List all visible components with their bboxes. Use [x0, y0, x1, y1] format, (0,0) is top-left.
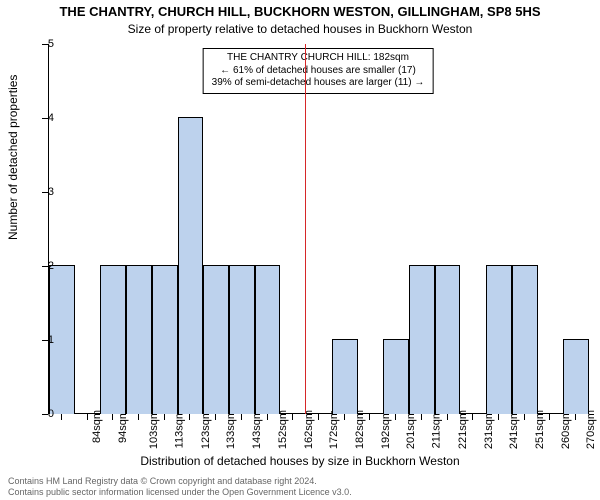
- x-tick-label: 133sqm: [226, 410, 238, 449]
- legend-line-2: ← 61% of detached houses are smaller (17…: [212, 65, 425, 78]
- x-tick-label: 123sqm: [200, 410, 212, 449]
- legend-line-3: 39% of semi-detached houses are larger (…: [212, 77, 425, 90]
- y-tick-label: 2: [48, 260, 54, 272]
- histogram-bar: [203, 265, 229, 414]
- x-tick-label: 221sqm: [457, 410, 469, 449]
- x-tick: [395, 414, 396, 420]
- histogram-bar: [383, 339, 409, 414]
- histogram-bar: [152, 265, 178, 414]
- chart-title-main: THE CHANTRY, CHURCH HILL, BUCKHORN WESTO…: [0, 4, 600, 19]
- x-tick-label: 152sqm: [277, 410, 289, 449]
- chart-title-sub: Size of property relative to detached ho…: [0, 22, 600, 36]
- histogram-bar: [100, 265, 126, 414]
- x-tick: [87, 414, 88, 420]
- y-axis-label: Number of detached properties: [6, 75, 20, 240]
- x-tick-label: 270sqm: [586, 410, 598, 449]
- x-tick-label: 182sqm: [354, 410, 366, 449]
- plot-area: THE CHANTRY CHURCH HILL: 182sqm ← 61% of…: [48, 44, 588, 414]
- x-tick: [61, 414, 62, 420]
- y-tick-label: 0: [48, 408, 54, 420]
- x-tick: [267, 414, 268, 420]
- x-tick: [575, 414, 576, 420]
- histogram-bar: [409, 265, 435, 414]
- histogram-bar: [178, 117, 204, 414]
- x-tick: [421, 414, 422, 420]
- y-tick-label: 5: [48, 38, 54, 50]
- x-tick: [138, 414, 139, 420]
- x-tick: [189, 414, 190, 420]
- y-tick-label: 4: [48, 112, 54, 124]
- x-tick: [292, 414, 293, 420]
- x-tick: [472, 414, 473, 420]
- x-tick: [524, 414, 525, 420]
- reference-line: [305, 44, 306, 414]
- x-tick: [164, 414, 165, 420]
- y-tick-label: 3: [48, 186, 54, 198]
- histogram-bar: [126, 265, 152, 414]
- x-tick-label: 84sqm: [91, 410, 103, 443]
- x-tick: [112, 414, 113, 420]
- x-tick: [318, 414, 319, 420]
- x-tick: [344, 414, 345, 420]
- footer-line-1: Contains HM Land Registry data © Crown c…: [8, 476, 352, 487]
- x-tick: [498, 414, 499, 420]
- x-tick-label: 192sqm: [380, 410, 392, 449]
- x-tick-label: 260sqm: [560, 410, 572, 449]
- legend-line-1: THE CHANTRY CHURCH HILL: 182sqm: [212, 52, 425, 65]
- x-tick-label: 94sqm: [117, 410, 129, 443]
- x-tick: [241, 414, 242, 420]
- histogram-bar: [512, 265, 538, 414]
- x-tick-label: 251sqm: [534, 410, 546, 449]
- x-tick-label: 231sqm: [483, 410, 495, 449]
- x-tick: [215, 414, 216, 420]
- x-tick-label: 103sqm: [148, 410, 160, 449]
- x-tick: [447, 414, 448, 420]
- x-tick-label: 172sqm: [328, 410, 340, 449]
- x-axis-label: Distribution of detached houses by size …: [0, 454, 600, 468]
- x-tick: [369, 414, 370, 420]
- x-tick-label: 211sqm: [430, 410, 442, 448]
- chart-container: THE CHANTRY, CHURCH HILL, BUCKHORN WESTO…: [0, 0, 600, 500]
- histogram-bar: [486, 265, 512, 414]
- histogram-bar: [229, 265, 255, 414]
- footer-attribution: Contains HM Land Registry data © Crown c…: [8, 476, 352, 499]
- x-tick-label: 143sqm: [251, 410, 263, 449]
- x-tick: [549, 414, 550, 420]
- footer-line-2: Contains public sector information licen…: [8, 487, 352, 498]
- x-tick-label: 113sqm: [173, 410, 185, 448]
- legend-box: THE CHANTRY CHURCH HILL: 182sqm ← 61% of…: [203, 48, 434, 94]
- histogram-bar: [435, 265, 461, 414]
- histogram-bar: [332, 339, 358, 414]
- x-tick-label: 162sqm: [303, 410, 315, 449]
- x-tick-label: 201sqm: [406, 410, 418, 449]
- histogram-bar: [563, 339, 589, 414]
- x-tick-label: 241sqm: [508, 410, 520, 449]
- y-tick-label: 1: [48, 334, 54, 346]
- histogram-bar: [255, 265, 281, 414]
